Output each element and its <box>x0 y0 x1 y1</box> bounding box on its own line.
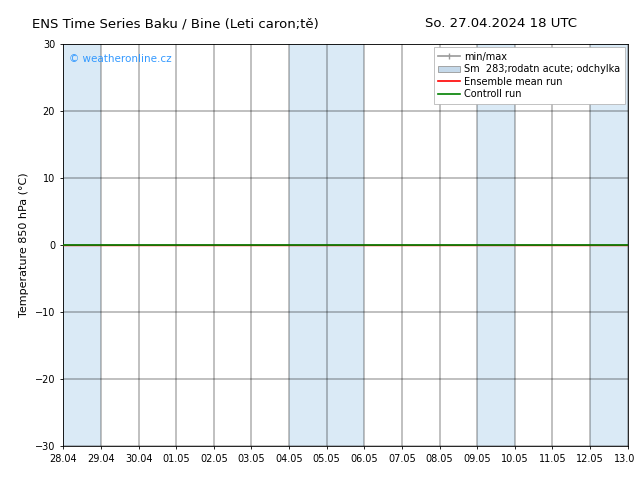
Bar <box>289 44 365 446</box>
Bar <box>477 44 515 446</box>
Text: © weatheronline.cz: © weatheronline.cz <box>69 54 172 64</box>
Bar <box>590 44 628 446</box>
Bar <box>63 44 101 446</box>
Legend: min/max, Sm  283;rodatn acute; odchylka, Ensemble mean run, Controll run: min/max, Sm 283;rodatn acute; odchylka, … <box>434 47 624 104</box>
Y-axis label: Temperature 850 hPa (°C): Temperature 850 hPa (°C) <box>19 172 29 318</box>
Text: ENS Time Series Baku / Bine (Leti caron;tě): ENS Time Series Baku / Bine (Leti caron;… <box>32 17 318 30</box>
Text: So. 27.04.2024 18 UTC: So. 27.04.2024 18 UTC <box>425 17 577 30</box>
